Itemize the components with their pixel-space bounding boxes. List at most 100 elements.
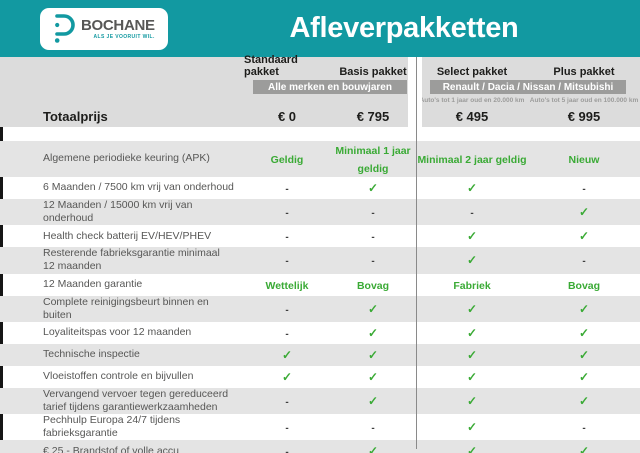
- dash-icon: -: [285, 396, 289, 408]
- dash-cell: -: [244, 324, 330, 342]
- table-row: 12 Maanden / 15000 km vrij van onderhoud…: [0, 199, 640, 226]
- feature-label: Loyaliteitspas voor 12 maanden: [43, 326, 192, 339]
- page-title: Afleverpakketten: [289, 12, 519, 44]
- check-icon: ✓: [466, 347, 478, 362]
- check-cell: ✓: [416, 392, 528, 410]
- title-wrap: Afleverpakketten: [168, 12, 640, 45]
- feature-label: 6 Maanden / 7500 km vrij van onderhoud: [43, 181, 234, 194]
- feature-label: Complete reinigingsbeurt binnen en buite…: [43, 295, 209, 321]
- check-icon: ✓: [466, 253, 478, 268]
- check-cell: ✓: [330, 324, 416, 342]
- brand-badge-renault-group: Renault / Dacia / Nissan / Mitsubishi: [430, 80, 626, 94]
- bochane-logo-icon: [54, 14, 75, 43]
- check-cell: ✓: [330, 442, 416, 453]
- check-cell: ✓: [416, 442, 528, 453]
- check-cell: ✓: [244, 346, 330, 364]
- column-group-gutter: [408, 57, 422, 127]
- dash-icon: -: [371, 256, 375, 268]
- dash-icon: -: [582, 184, 586, 195]
- check-cell: ✓: [416, 368, 528, 386]
- feature-label: Algemene periodieke keuring (APK): [43, 152, 210, 165]
- table-row: Loyaliteitspas voor 12 maanden - ✓ ✓ ✓: [0, 321, 640, 344]
- dash-icon: -: [285, 232, 289, 244]
- check-cell: ✓: [528, 442, 640, 453]
- value-text: Minimaal 1 jaar geldig: [335, 145, 411, 175]
- dash-cell: -: [330, 227, 416, 245]
- check-cell: ✓: [330, 392, 416, 410]
- check-icon: ✓: [466, 229, 478, 244]
- feature-label: 12 Maanden garantie: [43, 277, 143, 290]
- dash-cell: -: [330, 251, 416, 269]
- check-icon: ✓: [367, 347, 379, 362]
- dash-cell: -: [244, 392, 330, 410]
- check-cell: ✓: [528, 300, 640, 318]
- value-text: Nieuw: [568, 154, 600, 166]
- table-row: € 25,- Brandstof of volle accu - ✓ ✓ ✓: [0, 440, 640, 453]
- check-icon: ✓: [578, 444, 590, 453]
- value-cell: Geldig: [244, 150, 330, 168]
- check-cell: ✓: [330, 346, 416, 364]
- check-icon: ✓: [578, 369, 590, 384]
- check-icon: ✓: [578, 229, 590, 244]
- check-cell: ✓: [330, 368, 416, 386]
- check-icon: ✓: [367, 393, 379, 408]
- dash-cell: -: [244, 418, 330, 436]
- value-text: Bovag: [567, 279, 601, 292]
- value-text: Geldig: [270, 154, 304, 166]
- value-text: Minimaal 2 jaar geldig: [417, 154, 527, 166]
- check-cell: ✓: [416, 300, 528, 318]
- feature-label: 12 Maanden / 15000 km vrij van onderhoud: [43, 199, 193, 225]
- dash-cell: -: [528, 179, 640, 197]
- bochane-logo: BOCHANE ALS JE VOORUIT WIL.: [40, 7, 168, 50]
- check-cell: ✓: [528, 227, 640, 245]
- check-icon: ✓: [466, 444, 478, 453]
- check-cell: ✓: [416, 346, 528, 364]
- band-spacer: [0, 127, 640, 141]
- table-row: 12 Maanden garantie Wettelijk Bovag Fabrie…: [0, 273, 640, 296]
- check-cell: ✓: [416, 324, 528, 342]
- brand-badge-all-brands: Alle merken en bouwjaren: [253, 80, 407, 94]
- package-name-standaard: Standaard pakket: [244, 54, 298, 78]
- dash-cell: -: [330, 418, 416, 436]
- package-name-basis: Basis pakket: [339, 66, 407, 78]
- value-cell: Wettelijk: [244, 276, 330, 294]
- check-icon: ✓: [281, 369, 293, 384]
- dash-cell: -: [244, 300, 330, 318]
- total-price-label: Totaalprijs: [43, 109, 108, 124]
- check-icon: ✓: [466, 325, 478, 340]
- check-cell: ✓: [416, 179, 528, 197]
- price-plus: € 995: [567, 109, 601, 124]
- column-group-divider: [416, 57, 417, 449]
- check-icon: ✓: [367, 301, 379, 316]
- feature-label: Technische inspectie: [43, 348, 140, 361]
- dash-cell: -: [416, 203, 528, 221]
- brand-badge-right-wrap: Renault / Dacia / Nissan / Mitsubishi: [416, 79, 640, 95]
- feature-label: Resterende fabrieksgarantie minimaal 12 …: [43, 247, 220, 273]
- check-icon: ✓: [466, 369, 478, 384]
- table-row: Technische inspectie ✓ ✓ ✓ ✓: [0, 343, 640, 366]
- package-note-select: Auto's tot 1 jaar oud en 20.000 km: [419, 97, 525, 104]
- price-basis: € 795: [356, 109, 390, 124]
- check-icon: ✓: [578, 301, 590, 316]
- check-icon: ✓: [466, 301, 478, 316]
- check-cell: ✓: [416, 418, 528, 436]
- dash-icon: -: [371, 423, 375, 435]
- check-cell: ✓: [528, 346, 640, 364]
- dash-icon: -: [470, 208, 474, 220]
- brand-badge-left-wrap: Alle merken en bouwjaren: [244, 79, 416, 95]
- dash-icon: -: [285, 304, 289, 316]
- check-cell: ✓: [528, 324, 640, 342]
- dash-icon: -: [371, 232, 375, 244]
- check-cell: ✓: [528, 368, 640, 386]
- dash-cell: -: [528, 418, 640, 436]
- dash-icon: -: [285, 423, 289, 435]
- check-cell: ✓: [330, 300, 416, 318]
- dash-cell: -: [244, 251, 330, 269]
- dash-icon: -: [285, 447, 289, 453]
- dash-cell: -: [244, 203, 330, 221]
- check-cell: ✓: [528, 392, 640, 410]
- dash-cell: -: [244, 179, 330, 197]
- value-cell: Fabriek: [416, 276, 528, 294]
- dash-icon: -: [285, 328, 289, 340]
- value-cell: Minimaal 1 jaar geldig: [330, 141, 416, 177]
